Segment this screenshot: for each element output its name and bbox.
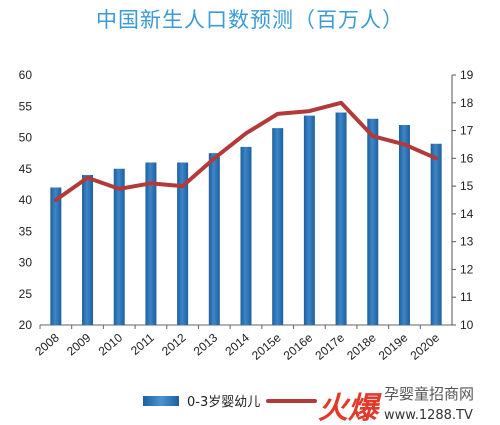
line-point [54,198,58,202]
right-axis-tick-label: 12 [460,262,474,276]
bar [303,115,315,325]
bar [177,162,189,325]
left-axis-tick-label: 35 [19,224,33,238]
x-axis-tick-label: 2009 [64,330,94,358]
x-axis-tick-label: 2019e [376,330,411,362]
watermark-site-name: 孕婴童招商网 [384,385,474,403]
bar [367,118,379,325]
bar [208,153,220,325]
line-point [212,156,216,160]
bar [82,175,94,325]
bar [430,143,442,325]
x-axis-tick-label: 2016e [281,330,316,362]
line-point [149,181,153,185]
line-point [117,187,121,191]
line-point [402,142,406,146]
bar [240,146,252,325]
right-axis-tick-label: 18 [460,96,474,110]
right-axis-tick-label: 11 [460,290,473,304]
x-axis-tick-label: 2018e [344,330,379,362]
line-point [339,101,343,105]
line-point [181,184,185,188]
x-axis-tick-label: 2012 [159,330,189,358]
x-axis-tick-label: 2008 [32,330,62,358]
line-point [307,109,311,113]
line-point [371,134,375,138]
right-axis-tick-label: 14 [460,207,474,221]
right-axis-tick-label: 16 [460,151,474,165]
left-axis-tick-label: 60 [19,68,33,82]
left-axis-tick-label: 45 [19,162,33,176]
left-axis-tick-label: 55 [19,99,33,113]
right-axis-tick-label: 10 [460,318,474,332]
x-axis-tick-label: 2014 [222,330,252,358]
bar [272,128,284,325]
x-axis-tick-label: 2015e [249,330,284,362]
bar [398,125,410,325]
x-axis-tick-label: 2010 [96,330,126,358]
bar [335,112,347,325]
legend-bar-swatch [143,396,179,406]
bar [50,187,62,325]
left-axis-tick-label: 50 [19,131,33,145]
right-axis-tick-label: 17 [460,124,474,138]
x-axis-tick-label: 2017e [312,330,347,362]
line-point [86,176,90,180]
right-axis-tick-label: 15 [460,179,474,193]
bar [145,162,157,325]
x-axis-tick-label: 2011 [128,330,157,358]
watermark-url: www.1288.TV [384,408,473,423]
x-axis-tick-label: 2020e [408,330,443,362]
left-axis-tick-label: 20 [19,318,33,332]
watermark-logo: 火爆 [318,391,382,425]
chart-title: 中国新生人口数预测（百万人） [96,8,404,32]
left-axis-tick-label: 30 [19,256,33,270]
line-point [434,156,438,160]
right-axis-tick-label: 13 [460,235,474,249]
legend-bar-label: 0-3岁婴幼儿 [187,395,260,410]
bar [113,168,125,325]
line-point [244,131,248,135]
left-axis-tick-label: 40 [19,193,33,207]
line-point [276,112,280,116]
left-axis-tick-label: 25 [19,287,33,301]
right-axis-tick-label: 19 [460,68,474,82]
x-axis-tick-label: 2013 [191,330,221,358]
